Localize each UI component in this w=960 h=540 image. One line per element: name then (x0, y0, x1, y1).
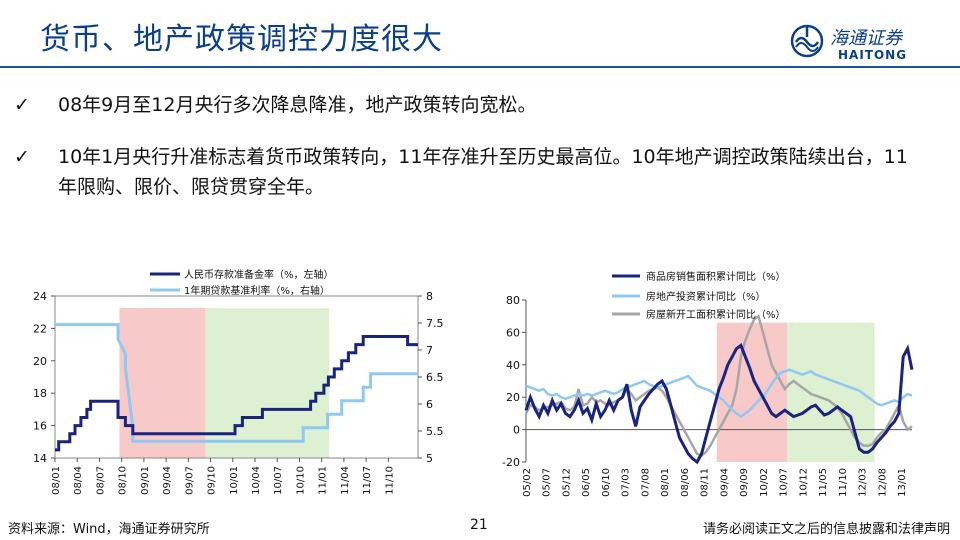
haitong-logo-icon (790, 24, 824, 58)
x-tick-label: 10/10 (295, 466, 306, 495)
new-starts-line (524, 314, 913, 457)
legend-label: 房地产投资累计同比（%） (646, 290, 766, 303)
disclaimer: 请务必阅读正文之后的信息披露和法律声明 (702, 522, 950, 537)
x-tick-label: 12/03 (858, 468, 869, 497)
x-tick-label: 05/12 (561, 468, 572, 497)
x-tick-label: 11/01 (318, 466, 329, 495)
x-tick-label: 09/04 (162, 466, 173, 495)
x-tick-label: 10/07 (779, 468, 790, 497)
x-tick-label: 12/08 (877, 468, 888, 497)
bullet-text: 10年1月央行升准标志着货币政策转向，11年存准升至历史最高位。10年地产调控政… (58, 146, 908, 198)
x-tick-label: 08/01 (51, 466, 62, 495)
x-tick-label: 11/07 (362, 466, 373, 495)
x-tick-label: 11/10 (838, 468, 849, 497)
bullet-text: 08年9月至12月央行多次降息降准，地产政策转向宽松。 (58, 94, 537, 116)
shaded-region-pink (716, 322, 787, 462)
source-note: 资料来源：Wind，海通证券研究所 (8, 522, 210, 537)
legend-label-rate: 1年期贷款基准利率（%，右轴） (184, 284, 330, 297)
y-right-tick-label: 7.5 (426, 317, 444, 330)
shaded-region-green (205, 308, 330, 458)
y-tick-label: 0 (513, 424, 520, 437)
x-tick-label: 13/01 (897, 468, 908, 497)
x-tick-label: 08/10 (118, 466, 129, 495)
investment-line (525, 368, 913, 419)
y-right-tick-label: 7 (426, 344, 433, 357)
legend-label-reserve: 人民币存款准备金率（%，左轴） (184, 268, 334, 281)
y-right-tick-label: 6.5 (426, 371, 444, 384)
property-growth-chart-svg: -20 0 20 40 60 80 05/02 05/07 05/12 06/05 06/10 07/… (502, 270, 914, 497)
x-tick-label: 05/02 (522, 468, 533, 497)
reserve-rate-chart: 14 16 18 20 22 24 5 5.5 6 6.5 7 7.5 8 08/01 08/04 08/07… (10, 258, 450, 520)
x-tick-label: 08/01 (660, 468, 671, 497)
property-growth-chart: -20 0 20 40 60 80 05/02 05/07 05/12 06/05 06/10 07/… (488, 258, 950, 520)
lending-rate-line (55, 323, 418, 443)
x-tick-label: 08/11 (700, 468, 711, 497)
x-tick-label: 11/10 (384, 466, 395, 495)
x-tick-label: 10/04 (251, 466, 262, 495)
y-right-tick-label: 5 (426, 452, 433, 465)
x-tick-label: 10/12 (798, 468, 809, 497)
page-title: 货币、地产政策调控力度很大 (40, 22, 443, 57)
y-left-tick-label: 24 (33, 290, 47, 303)
x-tick-label: 08/06 (680, 468, 691, 497)
reserve-ratio-line (55, 335, 418, 452)
x-tick-label: 09/01 (140, 466, 151, 495)
x-tick-label: 09/09 (739, 468, 750, 497)
logo-english-text: HAITONG (838, 48, 908, 62)
y-left-tick-label: 20 (33, 355, 47, 368)
y-right-tick-label: 5.5 (426, 425, 444, 438)
y-tick-label: 80 (506, 294, 520, 307)
company-logo: 海通证券 HAITONG (790, 20, 940, 64)
y-left-tick-label: 18 (33, 387, 47, 400)
check-icon: ✓ (14, 146, 30, 168)
x-tick-label: 07/08 (640, 468, 651, 497)
logo-chinese-text: 海通证券 (830, 28, 902, 49)
x-tick-label: 08/07 (95, 466, 106, 495)
check-icon: ✓ (14, 94, 30, 116)
y-tick-label: 60 (506, 326, 520, 339)
x-tick-label: 10/01 (229, 466, 240, 495)
title-divider (0, 66, 960, 68)
x-tick-label: 10/07 (273, 466, 284, 495)
x-tick-label: 11/04 (340, 466, 351, 495)
y-right-tick-label: 6 (426, 398, 433, 411)
x-tick-label: 10/02 (759, 468, 770, 497)
x-tick-label: 06/10 (601, 468, 612, 497)
y-tick-label: 40 (506, 359, 520, 372)
page-number: 21 (470, 517, 488, 533)
y-left-tick-label: 16 (33, 420, 47, 433)
y-tick-label: 20 (506, 391, 520, 404)
x-tick-label: 11/05 (818, 468, 829, 497)
sales-area-line (524, 343, 914, 465)
x-tick-label: 09/07 (184, 466, 195, 495)
x-tick-label: 07/03 (621, 468, 632, 497)
x-tick-label: 05/07 (542, 468, 553, 497)
legend-label: 房屋新开工面积累计同比（%） (646, 308, 786, 321)
reserve-rate-chart-svg: 14 16 18 20 22 24 5 5.5 6 6.5 7 7.5 8 08/01 08/04 08/07… (33, 268, 444, 495)
y-left-tick-label: 22 (33, 322, 47, 335)
legend-label: 商品房销售面积累计同比（%） (646, 270, 786, 283)
x-tick-label: 09/10 (207, 466, 218, 495)
y-right-tick-label: 8 (426, 290, 433, 303)
x-tick-label: 09/04 (719, 468, 730, 497)
y-left-tick-label: 14 (33, 452, 47, 465)
x-tick-label: 08/04 (73, 466, 84, 495)
x-tick-label: 06/05 (581, 468, 592, 497)
y-tick-label: -20 (502, 456, 520, 469)
